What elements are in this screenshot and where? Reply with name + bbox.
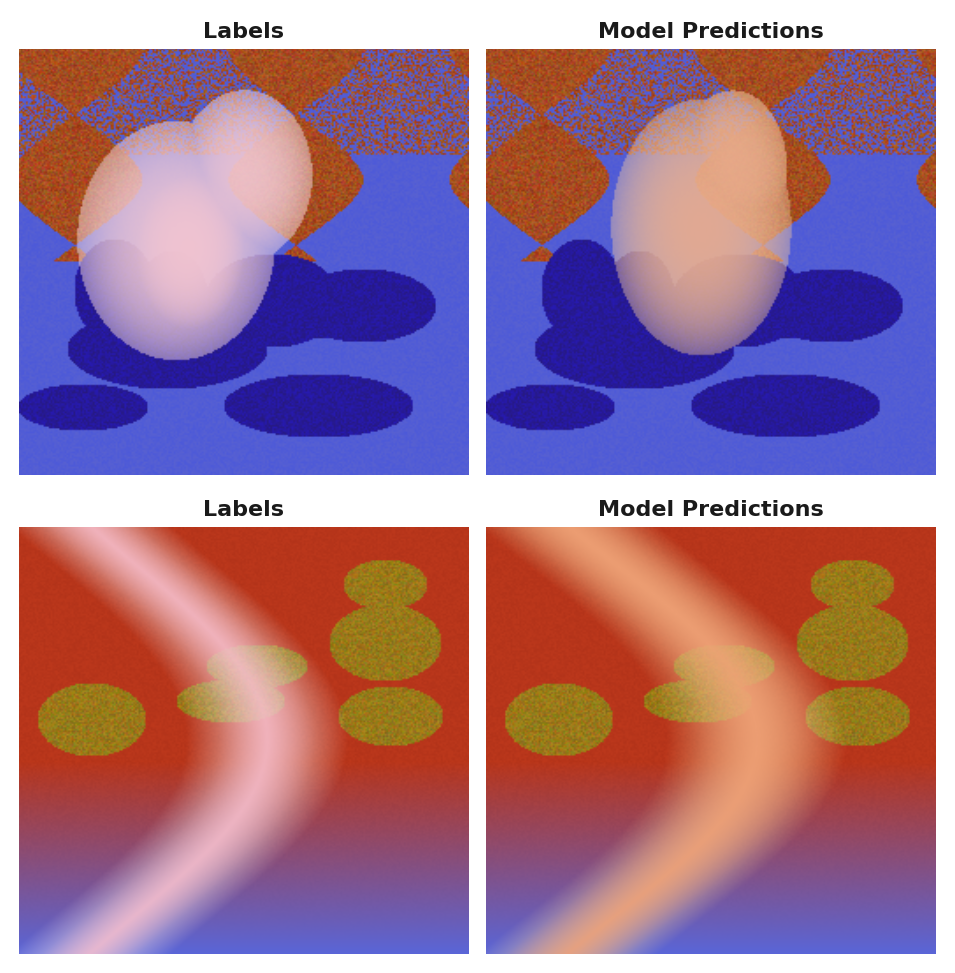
Title: Model Predictions: Model Predictions	[599, 499, 824, 520]
Title: Model Predictions: Model Predictions	[599, 21, 824, 42]
Title: Labels: Labels	[203, 499, 285, 520]
Title: Labels: Labels	[203, 21, 285, 42]
